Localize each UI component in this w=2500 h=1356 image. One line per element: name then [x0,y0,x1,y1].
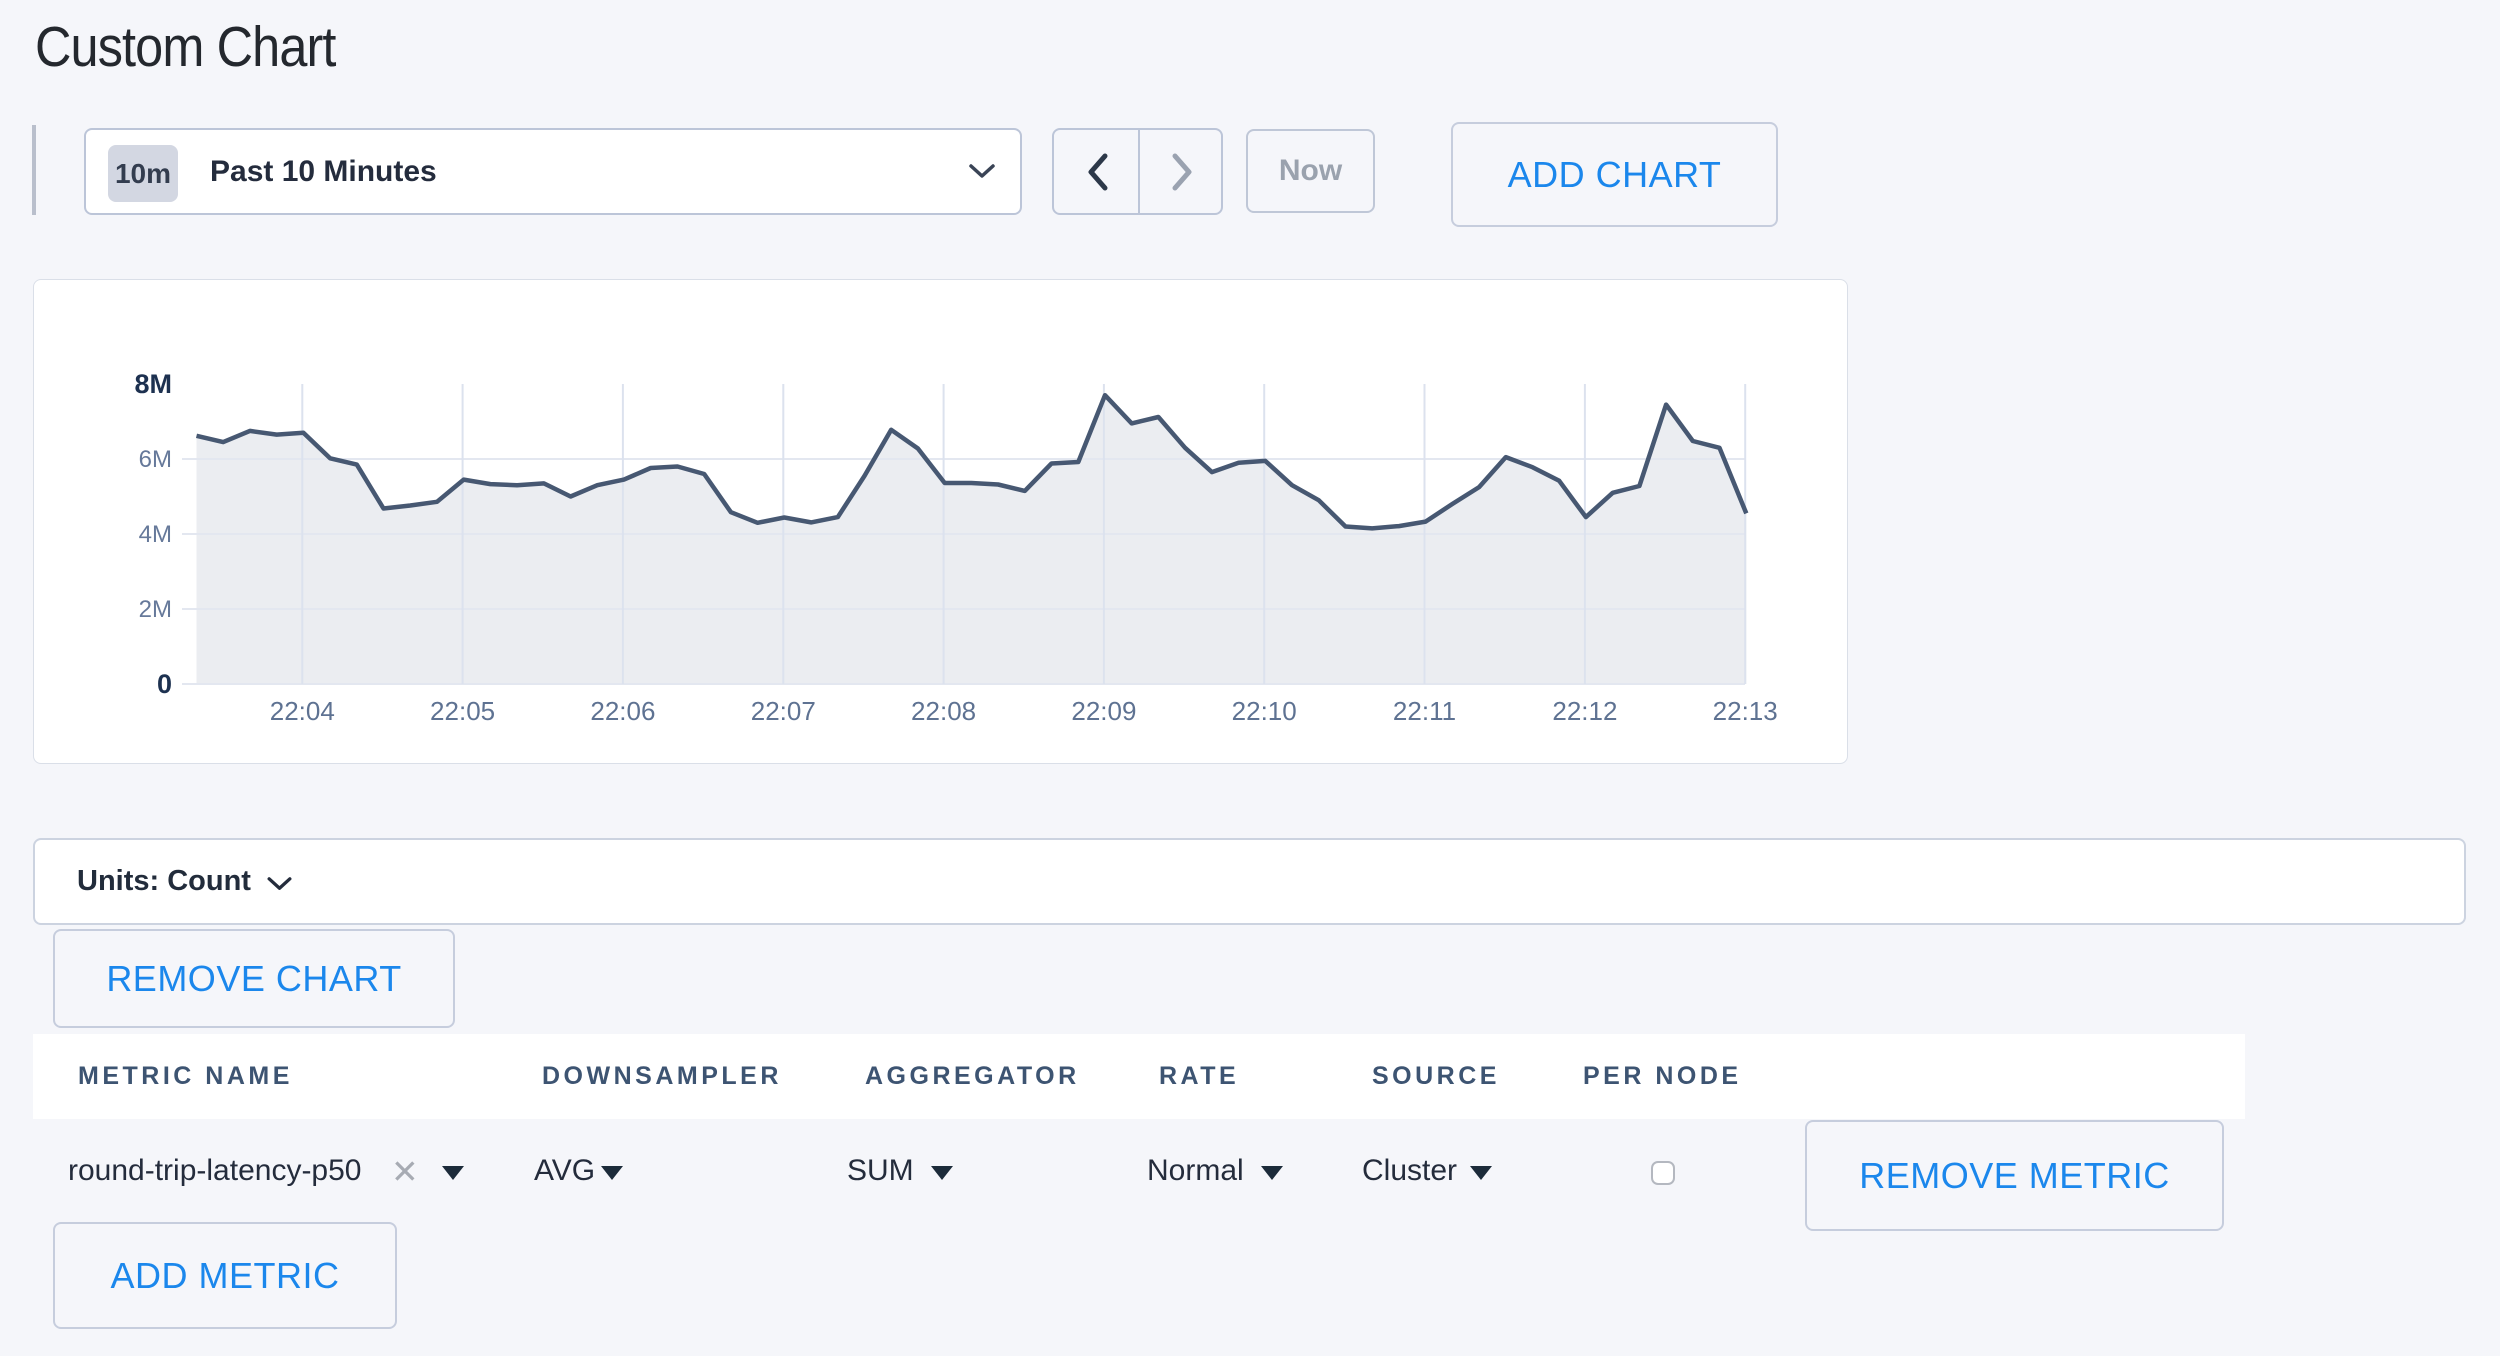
svg-text:22:05: 22:05 [430,696,495,726]
svg-text:22:08: 22:08 [911,696,976,726]
svg-text:22:12: 22:12 [1552,696,1617,726]
svg-text:22:11: 22:11 [1393,696,1456,726]
svg-text:6M: 6M [139,446,172,473]
svg-text:0: 0 [157,669,172,699]
svg-text:22:04: 22:04 [270,696,335,726]
svg-text:4M: 4M [139,521,172,548]
svg-text:22:13: 22:13 [1713,696,1778,726]
svg-text:22:09: 22:09 [1071,696,1136,726]
svg-text:22:07: 22:07 [751,696,816,726]
svg-text:2M: 2M [139,596,172,623]
svg-text:22:06: 22:06 [590,696,655,726]
svg-text:22:10: 22:10 [1232,696,1297,726]
svg-text:8M: 8M [134,369,172,399]
